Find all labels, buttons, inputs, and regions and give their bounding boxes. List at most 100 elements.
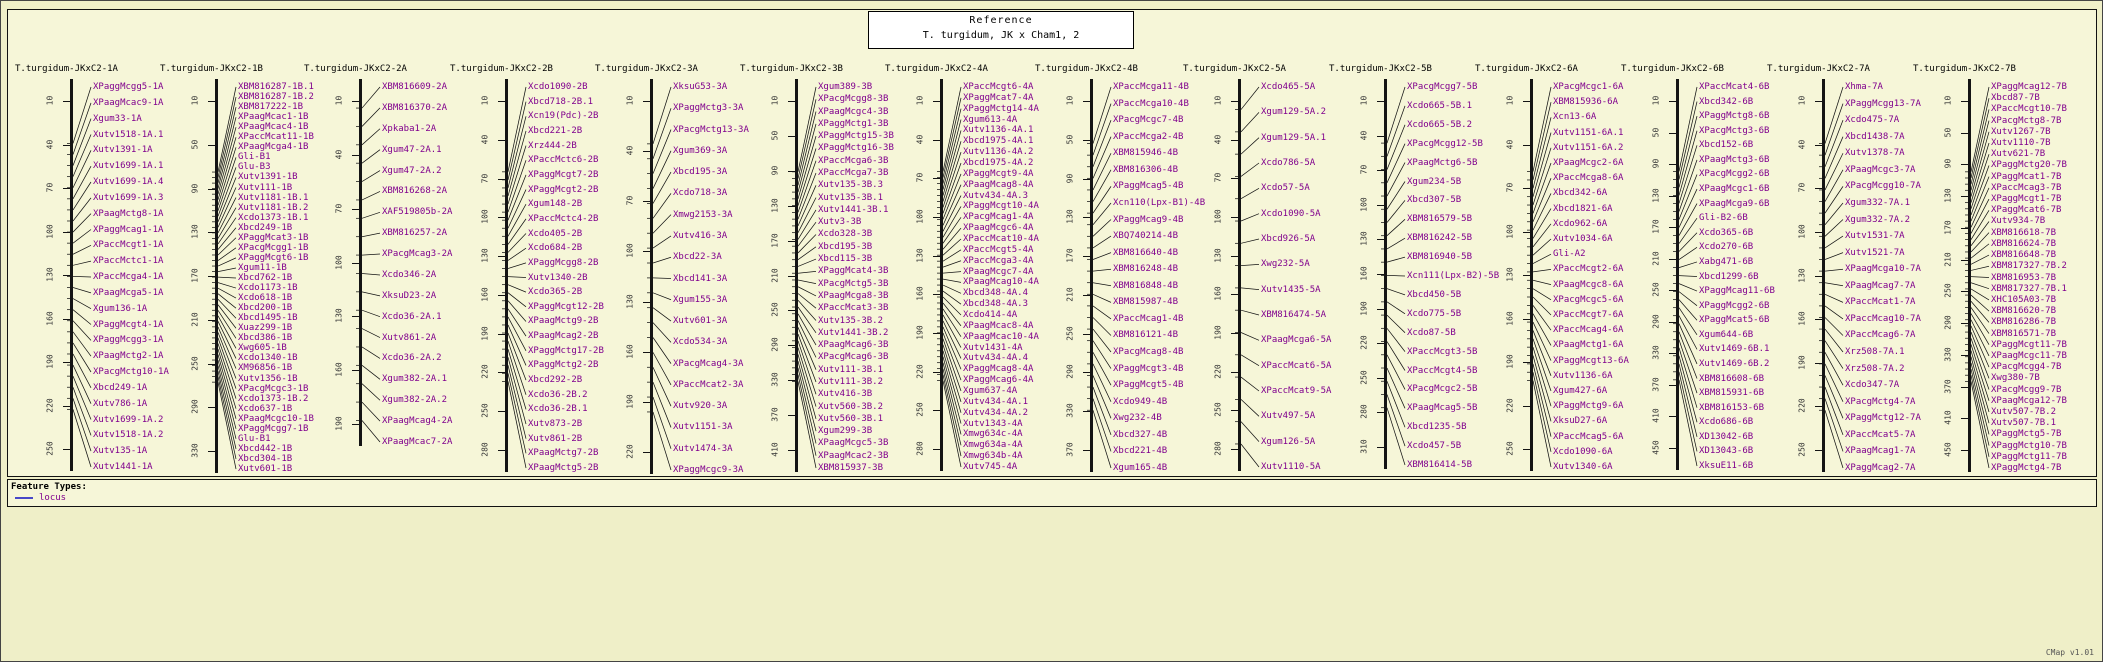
locus-label[interactable]: Xutv560-3B.1 xyxy=(818,413,884,424)
locus-label[interactable]: XPaagMcgc4-3B xyxy=(818,106,889,117)
locus-label[interactable]: Xutv416-3A xyxy=(673,230,728,241)
locus-label[interactable]: XPaggMcgg5-1A xyxy=(93,82,164,92)
locus-label[interactable]: Xutv1699-1A.2 xyxy=(93,414,164,425)
locus-label[interactable]: XPaccMcag6-7A xyxy=(1845,330,1916,341)
locus-label[interactable]: Xutv497-5A xyxy=(1261,411,1316,422)
locus-label[interactable]: Xmwg634a-4A xyxy=(963,440,1023,451)
locus-label[interactable]: XPaggMcat5-6B xyxy=(1699,315,1770,326)
locus-label[interactable]: Xcdo637-1B xyxy=(238,403,293,414)
locus-label[interactable]: Xbcd221-2B xyxy=(528,125,583,136)
locus-label[interactable]: XPacgMcgc3-1B xyxy=(238,383,309,394)
locus-label[interactable]: XPacgMcgg1-1B xyxy=(238,242,309,253)
locus-label[interactable]: XBM816268-2A xyxy=(382,186,448,197)
locus-label[interactable]: XPaagMcgc7-4A xyxy=(963,266,1034,277)
locus-label[interactable]: Xcdo618-1B xyxy=(238,293,293,304)
locus-label[interactable]: Xutv3-3B xyxy=(818,217,862,228)
locus-label[interactable]: Xgum165-4B xyxy=(1113,463,1168,473)
locus-label[interactable]: Xutv1521-7A xyxy=(1845,247,1905,258)
locus-label[interactable]: Xuaz299-1B xyxy=(238,323,293,334)
locus-label[interactable]: Xcdo949-4B xyxy=(1113,396,1168,407)
locus-label[interactable]: Xrz508-7A.2 xyxy=(1845,363,1905,374)
map-title[interactable]: T.turgidum-JKxC2-3B xyxy=(740,64,843,74)
map-title[interactable]: T.turgidum-JKxC2-5B xyxy=(1329,64,1432,74)
locus-label[interactable]: XksuD27-6A xyxy=(1553,416,1608,427)
locus-label[interactable]: XPaccMcat6-5A xyxy=(1261,360,1332,371)
locus-label[interactable]: XPaggMcat6-7B xyxy=(1991,205,2062,216)
locus-label[interactable]: Xutv507-7B.1 xyxy=(1991,418,2057,429)
locus-label[interactable]: XPaggMcgt12-2B xyxy=(528,301,604,312)
locus-label[interactable]: Xutv1391-1A xyxy=(93,145,153,156)
locus-label[interactable]: XPaggMcgt9-4A xyxy=(963,168,1034,179)
locus-label[interactable]: XPaagMcgc6-4A xyxy=(963,223,1034,234)
locus-label[interactable]: XPaccMctc1-1A xyxy=(93,256,164,267)
locus-label[interactable]: XBQ740214-4B xyxy=(1113,231,1179,242)
locus-label[interactable]: Xutv1699-1A.1 xyxy=(93,161,164,172)
locus-label[interactable]: XPacgMcgc1-6A xyxy=(1553,82,1624,92)
locus-label[interactable]: XPaggMcag1-1A xyxy=(93,224,164,235)
locus-label[interactable]: XPaccMcga6-3B xyxy=(818,155,889,166)
locus-label[interactable]: Xutv920-3A xyxy=(673,401,728,412)
locus-label[interactable]: XAF519805b-2A xyxy=(382,207,453,218)
locus-label[interactable]: Xbcd249-1B xyxy=(238,222,293,233)
locus-label[interactable]: XPacgMcgg9-7B xyxy=(1991,384,2062,395)
locus-label[interactable]: Xcdo1090-6A xyxy=(1553,446,1613,457)
locus-label[interactable]: XPaggMcgt1-7B xyxy=(1991,194,2062,205)
locus-label[interactable]: XPaagMcgc2-6A xyxy=(1553,158,1624,168)
locus-label[interactable]: XPaggMcgt3-4B xyxy=(1113,363,1184,374)
locus-label[interactable]: Xbcd1975-4A.1 xyxy=(963,136,1034,147)
locus-label[interactable]: XPaccMcat1-7A xyxy=(1845,297,1916,308)
map-title[interactable]: T.turgidum-JKxC2-7A xyxy=(1767,64,1870,74)
locus-label[interactable]: XksuE11-6B xyxy=(1699,461,1754,471)
locus-label[interactable]: XBM816571-7B xyxy=(1991,328,2057,339)
locus-label[interactable]: Xbcd141-3A xyxy=(673,273,728,284)
locus-label[interactable]: XPaggMcag11-6B xyxy=(1699,286,1775,297)
map-title[interactable]: T.turgidum-JKxC2-3A xyxy=(595,64,698,74)
locus-label[interactable]: XPaagMcga10-7A xyxy=(1845,264,1921,275)
locus-label[interactable]: XBM816257-2A xyxy=(382,228,448,239)
locus-label[interactable]: XPacgMctg4-7A xyxy=(1845,396,1916,407)
locus-label[interactable]: Xcdo36-2B.2 xyxy=(528,389,588,400)
locus-label[interactable]: Xgum427-6A xyxy=(1553,386,1608,396)
locus-label[interactable]: XPaccMcga7-3B xyxy=(818,168,889,179)
locus-label[interactable]: Xutv1151-6A.1 xyxy=(1553,127,1624,138)
locus-label[interactable]: Xbcd762-1B xyxy=(238,273,293,283)
locus-label[interactable]: XPaccMcat5-7A xyxy=(1845,429,1916,440)
locus-label[interactable]: Xrz508-7A.1 xyxy=(1845,347,1905,358)
locus-label[interactable]: Xutv1391-1B xyxy=(238,172,298,183)
locus-label[interactable]: XPacgMcgc2-5B xyxy=(1407,384,1478,395)
locus-label[interactable]: Xutv601-1B xyxy=(238,464,293,474)
locus-label[interactable]: Xutv1340-2B xyxy=(528,272,588,283)
locus-label[interactable]: Xmwg2153-3A xyxy=(673,209,733,220)
locus-label[interactable]: Xcdo405-2B xyxy=(528,228,583,239)
locus-label[interactable]: Xbcd221-4B xyxy=(1113,446,1168,457)
locus-label[interactable]: XPaccMcga11-4B xyxy=(1113,82,1189,92)
locus-label[interactable]: XPacgMctg10-1A xyxy=(93,367,169,377)
locus-label[interactable]: Xgum613-4A xyxy=(963,114,1018,125)
locus-label[interactable]: Xutv621-7B xyxy=(1991,149,2046,160)
locus-label[interactable]: XPaccMcat4-6B xyxy=(1699,82,1770,92)
locus-label[interactable]: Glu-B1 xyxy=(238,433,271,444)
locus-label[interactable]: XPaggMcgt5-4B xyxy=(1113,380,1184,391)
locus-label[interactable]: XPaagMcag8-4A xyxy=(963,179,1034,190)
locus-label[interactable]: Xcdo328-3B xyxy=(818,229,873,240)
locus-label[interactable]: Xbcd307-5B xyxy=(1407,195,1462,206)
locus-label[interactable]: XPaggMcat3-1B xyxy=(238,232,309,243)
locus-label[interactable]: XPaggMctg9-6A xyxy=(1553,401,1624,412)
locus-label[interactable]: XM96856-1B xyxy=(238,363,293,374)
locus-label[interactable]: Xgum129-5A.1 xyxy=(1261,132,1327,143)
locus-label[interactable]: Xutv111-3B.2 xyxy=(818,376,884,387)
locus-label[interactable]: Xbcd195-3B xyxy=(818,241,873,252)
locus-label[interactable]: XBM817327-7B.2 xyxy=(1991,261,2067,272)
locus-label[interactable]: Xutv1378-7A xyxy=(1845,148,1905,159)
locus-label[interactable]: Xutv434-4A.3 xyxy=(963,190,1029,201)
locus-label[interactable]: XPaagMcga8-3B xyxy=(818,290,889,301)
locus-label[interactable]: Xutv1469-6B.1 xyxy=(1699,344,1770,355)
locus-label[interactable]: XPaccMcgt1-1A xyxy=(93,240,164,251)
locus-label[interactable]: Xcdo347-7A xyxy=(1845,380,1900,391)
locus-label[interactable]: XPaccMctc4-2B xyxy=(528,213,599,224)
locus-label[interactable]: XPaggMcat4-3B xyxy=(818,266,889,277)
locus-label[interactable]: XPacgMcgg8-3B xyxy=(818,94,889,105)
locus-label[interactable]: XPaggMctg16-3B xyxy=(818,143,894,154)
locus-label[interactable]: XPaccMcat11-1B xyxy=(238,132,314,143)
locus-label[interactable]: XPaagMcag2-2B xyxy=(528,331,599,342)
